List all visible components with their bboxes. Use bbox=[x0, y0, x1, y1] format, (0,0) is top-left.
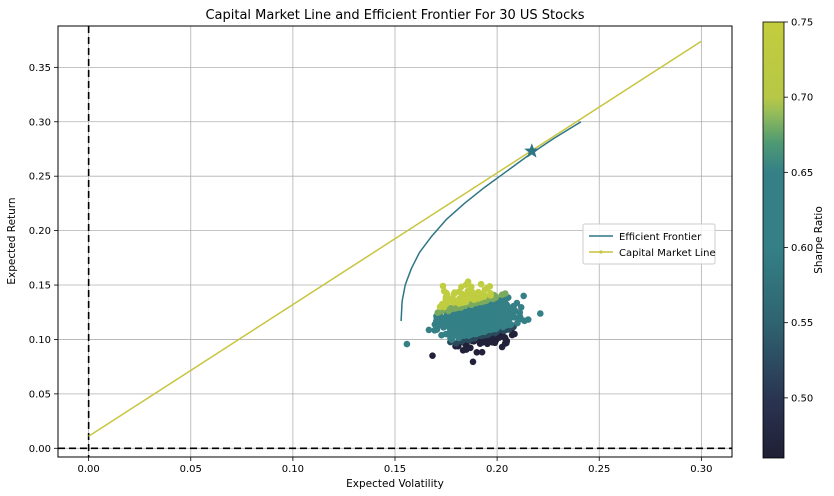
colorbar-tick-label: 0.75 bbox=[791, 18, 813, 29]
portfolio-point bbox=[478, 348, 486, 356]
portfolio-point bbox=[425, 326, 433, 334]
portfolio-point bbox=[448, 295, 455, 303]
portfolio-point bbox=[487, 289, 494, 297]
legend: Efficient Frontier Capital Market Line bbox=[582, 223, 716, 265]
y-tick-label: 0.20 bbox=[29, 226, 51, 237]
x-tick-label: 0.20 bbox=[486, 464, 508, 475]
random-portfolios bbox=[403, 278, 544, 366]
portfolio-point bbox=[439, 282, 447, 290]
legend-label-capital-market-line: Capital Market Line bbox=[619, 248, 716, 259]
y-axis-label: Expected Return bbox=[6, 197, 18, 284]
colorbar-tick-label: 0.60 bbox=[791, 243, 813, 254]
portfolio-point bbox=[520, 292, 527, 300]
legend-label-efficient-frontier: Efficient Frontier bbox=[619, 232, 702, 243]
portfolio-point bbox=[473, 349, 481, 356]
y-tick-label: 0.10 bbox=[29, 335, 51, 346]
colorbar bbox=[762, 21, 785, 459]
optimal-portfolio-star bbox=[524, 143, 540, 158]
y-axis: 0.00 0.05 0.10 0.15 0.20 0.25 0.30 0.35 bbox=[29, 63, 58, 455]
y-tick-label: 0.35 bbox=[29, 63, 51, 74]
portfolio-point bbox=[517, 304, 525, 311]
portfolio-point bbox=[475, 288, 482, 296]
colorbar-tick-label: 0.55 bbox=[791, 318, 813, 329]
colorbar-tick-label: 0.70 bbox=[791, 93, 813, 104]
portfolio-point bbox=[511, 330, 518, 338]
x-tick-label: 0.30 bbox=[690, 464, 712, 475]
portfolio-point bbox=[403, 340, 411, 348]
legend-frame bbox=[582, 223, 716, 265]
portfolio-point bbox=[429, 352, 436, 360]
capital-market-line bbox=[88, 40, 702, 437]
portfolio-point bbox=[486, 283, 494, 290]
y-tick-label: 0.05 bbox=[29, 389, 51, 400]
y-tick-label: 0.15 bbox=[29, 281, 51, 292]
portfolio-point bbox=[524, 316, 532, 323]
colorbar-label: Sharpe Ratio bbox=[813, 206, 825, 274]
x-axis-label: Expected Volatility bbox=[346, 478, 444, 490]
x-tick-label: 0.00 bbox=[78, 464, 100, 475]
y-tick-label: 0.30 bbox=[29, 117, 51, 128]
y-tick-label: 0.25 bbox=[29, 172, 51, 183]
portfolio-point bbox=[464, 278, 472, 286]
portfolio-point bbox=[438, 331, 445, 339]
portfolio-point bbox=[440, 287, 448, 295]
portfolio-point bbox=[477, 280, 485, 288]
portfolio-point bbox=[537, 310, 544, 317]
chart-title: Capital Market Line and Efficient Fronti… bbox=[205, 8, 584, 23]
optimal-portfolio-marker bbox=[524, 143, 540, 158]
x-tick-label: 0.25 bbox=[588, 464, 610, 475]
x-tick-label: 0.15 bbox=[384, 464, 406, 475]
colorbar-axis: 0.50 0.55 0.60 0.65 0.70 0.75 bbox=[784, 18, 813, 404]
portfolio-point bbox=[468, 283, 475, 291]
portfolio-point bbox=[513, 299, 521, 307]
portfolio-point bbox=[501, 290, 509, 297]
x-tick-label: 0.10 bbox=[282, 464, 304, 475]
reference-lines bbox=[58, 26, 732, 457]
colorbar-tick-label: 0.50 bbox=[791, 393, 813, 404]
portfolio-point bbox=[469, 358, 477, 366]
x-tick-label: 0.05 bbox=[180, 464, 202, 475]
legend-marker-capital-market-line bbox=[599, 250, 603, 254]
portfolio-point bbox=[451, 289, 458, 296]
x-axis: 0.00 0.05 0.10 0.15 0.20 0.25 0.30 bbox=[78, 457, 712, 475]
y-tick-label: 0.00 bbox=[29, 444, 51, 455]
colorbar-tick-label: 0.65 bbox=[791, 168, 813, 179]
